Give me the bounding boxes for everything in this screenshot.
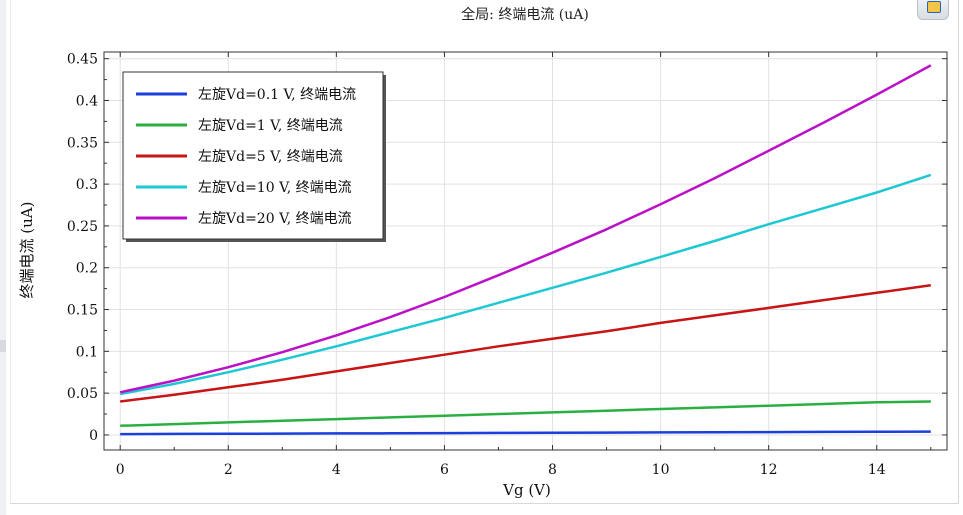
y-axis-label: 终端电流 (uA) (18, 202, 36, 299)
panel-resize-handle[interactable] (0, 340, 6, 352)
axis-ticks: 0 2 4 6 8 10 12 14 0 0.05 0.1 0.15 0.2 0.25 0.3 0.35 0.4… (67, 52, 947, 478)
x-tick-label: 14 (868, 462, 886, 478)
series-lines (119, 64, 932, 436)
legend-label: 左旋Vd=0.1 V, 终端电流 (198, 87, 356, 103)
series-line (119, 64, 932, 394)
plot-settings-button[interactable] (917, 0, 949, 20)
left-panel-edge (0, 0, 6, 515)
x-tick-label: 8 (548, 462, 557, 478)
y-tick-label: 0 (89, 428, 98, 444)
y-tick-label: 0.25 (67, 219, 98, 235)
x-tick-label: 4 (332, 462, 341, 478)
series-line (120, 400, 931, 428)
y-tick-label: 0.05 (67, 386, 98, 402)
series-line (119, 173, 932, 396)
y-tick-label: 0.15 (67, 303, 98, 319)
x-tick-label: 12 (760, 462, 778, 478)
legend-label: 左旋Vd=1 V, 终端电流 (198, 118, 343, 134)
x-tick-label: 6 (440, 462, 449, 478)
y-tick-label: 0.3 (76, 177, 98, 193)
legend-label: 左旋Vd=10 V, 终端电流 (198, 180, 352, 196)
y-tick-label: 0.4 (76, 93, 98, 109)
image-export-icon (927, 1, 941, 13)
chart-title: 全局: 终端电流 (uA) (461, 6, 589, 23)
grid-lines (104, 52, 947, 450)
x-tick-label: 2 (224, 462, 233, 478)
y-tick-label: 0.1 (76, 344, 98, 360)
y-tick-label: 0.35 (67, 135, 98, 151)
x-tick-label: 10 (652, 462, 670, 478)
series-line (120, 430, 931, 436)
x-tick-label: 0 (116, 462, 125, 478)
legend-label: 左旋Vd=20 V, 终端电流 (198, 211, 352, 227)
x-axis-label: Vg (V) (502, 481, 551, 499)
plot-area-border (103, 51, 948, 451)
graphics-frame (10, 0, 959, 504)
legend-label: 左旋Vd=5 V, 终端电流 (198, 149, 343, 165)
y-tick-label: 0.45 (67, 52, 98, 68)
series-line (120, 284, 931, 403)
y-tick-label: 0.2 (76, 261, 98, 277)
